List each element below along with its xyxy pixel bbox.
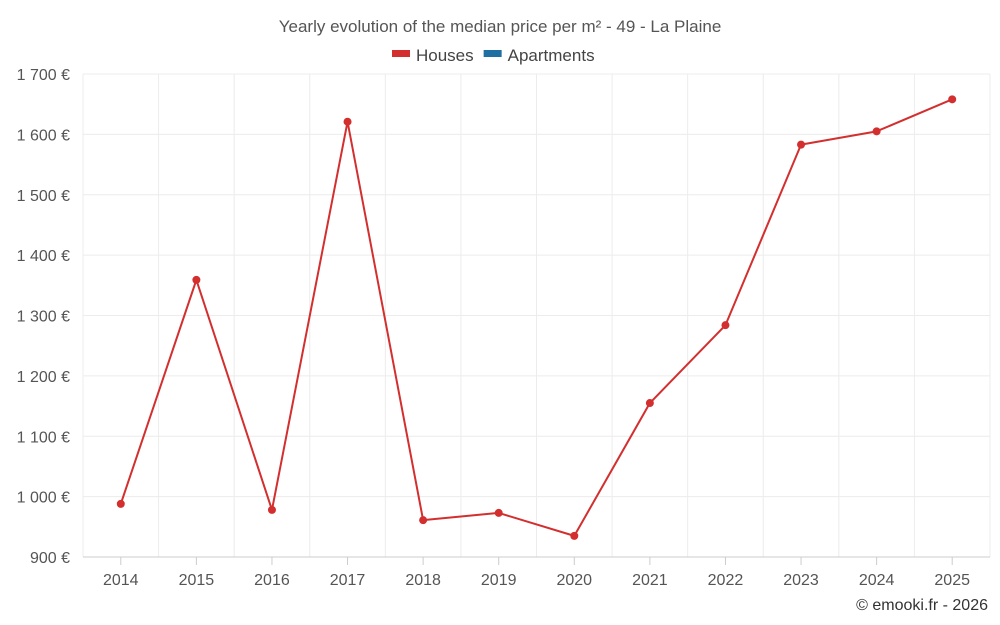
x-tick-label: 2024: [859, 572, 895, 589]
plot-area: [116, 95, 957, 540]
chart-title: Yearly evolution of the median price per…: [279, 17, 722, 36]
data-point[interactable]: [267, 505, 276, 514]
legend-item-houses[interactable]: Houses: [416, 46, 474, 65]
y-tick-label: 1 200 €: [17, 369, 70, 386]
data-point[interactable]: [570, 531, 579, 540]
data-point[interactable]: [494, 508, 503, 517]
x-tick-label: 2020: [556, 572, 592, 589]
series-line-houses: [119, 98, 953, 537]
y-tick-label: 900 €: [30, 550, 70, 567]
data-point[interactable]: [192, 275, 201, 284]
legend-swatch: [392, 50, 410, 57]
y-tick-label: 1 100 €: [17, 429, 70, 446]
credit-text: © emooki.fr - 2026: [856, 597, 988, 614]
data-point[interactable]: [948, 95, 957, 104]
x-tick-label: 2025: [934, 572, 970, 589]
x-tick-label: 2022: [708, 572, 744, 589]
data-point[interactable]: [419, 516, 428, 525]
y-tick-label: 1 600 €: [17, 127, 70, 144]
grid: [82, 73, 991, 557]
x-tick-label: 2021: [632, 572, 668, 589]
x-tick-label: 2019: [481, 572, 517, 589]
legend-swatch: [483, 50, 502, 57]
data-point[interactable]: [721, 321, 730, 330]
x-tick-label: 2023: [783, 572, 819, 589]
data-point[interactable]: [797, 140, 806, 149]
legend-item-apartments[interactable]: Apartments: [508, 46, 595, 65]
x-tick-label: 2017: [330, 572, 366, 589]
data-point[interactable]: [343, 117, 352, 126]
x-axis: 2014 2015 2016 2017 2018 2019 2020 2021 2022 2023…: [83, 556, 990, 589]
legend: Houses Apartments: [392, 46, 595, 65]
x-tick-label: 2015: [179, 572, 215, 589]
y-tick-label: 1 300 €: [17, 309, 70, 326]
data-point[interactable]: [872, 127, 881, 136]
y-axis: 900 € 1 000 € 1 100 € 1 200 € 1 300 € 1 400 €…: [17, 67, 70, 567]
data-point[interactable]: [116, 499, 125, 508]
y-tick-label: 1 000 €: [17, 490, 70, 507]
x-tick-label: 2014: [103, 572, 139, 589]
y-tick-label: 1 400 €: [17, 248, 70, 265]
data-point[interactable]: [645, 399, 654, 408]
x-tick-label: 2016: [254, 572, 290, 589]
x-tick-label: 2018: [405, 572, 441, 589]
y-tick-label: 1 500 €: [17, 188, 70, 205]
y-tick-label: 1 700 €: [17, 67, 70, 84]
